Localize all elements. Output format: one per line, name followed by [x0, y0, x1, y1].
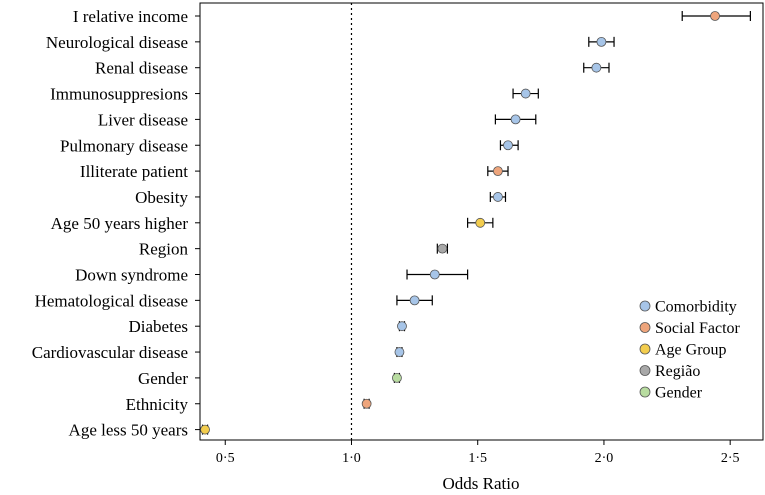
row-label: Pulmonary disease — [60, 136, 188, 155]
row-label: Region — [139, 240, 189, 259]
odds-ratio-point — [394, 347, 405, 357]
odds-ratio-point — [520, 88, 531, 99]
row: Immunosuppresions — [50, 85, 539, 104]
row-label: Gender — [138, 369, 188, 388]
legend-label: Comorbidity — [655, 299, 737, 316]
x-axis-title: Odds Ratio — [443, 474, 520, 493]
odds-ratio-point — [510, 114, 521, 125]
odds-ratio-point — [361, 398, 372, 409]
row: Obesity — [135, 188, 507, 207]
row: Region — [139, 240, 449, 259]
odds-ratio-point — [429, 269, 440, 280]
odds-ratio-point — [409, 295, 420, 306]
row-label: Liver disease — [98, 110, 188, 129]
row: Gender — [138, 369, 402, 388]
row-label: Renal disease — [95, 59, 188, 78]
row-label: Cardiovascular disease — [32, 343, 188, 362]
odds-ratio-point — [437, 243, 448, 254]
x-tick-label: 1·5 — [468, 451, 487, 466]
x-tick-label: 0·5 — [216, 451, 235, 466]
odds-ratio-point — [591, 62, 602, 73]
legend-swatch — [639, 322, 651, 333]
row-label: Immunosuppresions — [50, 85, 188, 104]
row-label: Diabetes — [129, 317, 188, 336]
row-label: Age less 50 years — [69, 421, 188, 440]
row: Ethnicity — [126, 395, 372, 414]
odds-ratio-point — [200, 424, 210, 435]
legend: Comorbidity Social Factor Age Group Região G… — [639, 299, 741, 402]
row: Neurological disease — [46, 33, 615, 52]
row-label: Age 50 years higher — [51, 214, 189, 233]
row-label: Illiterate patient — [80, 162, 188, 181]
legend-swatch — [639, 386, 651, 398]
row: I relative income — [73, 7, 751, 26]
data-rows: I relative income Neurological disease Ren… — [32, 7, 751, 440]
row: Renal disease — [95, 59, 610, 78]
legend-label: Social Factor — [655, 320, 741, 337]
row: Diabetes — [129, 317, 407, 336]
legend-entry: Age Group — [639, 342, 727, 359]
legend-label: Região — [655, 363, 700, 380]
legend-entry: Comorbidity — [639, 299, 737, 316]
row-label: I relative income — [73, 7, 188, 26]
row-label: Neurological disease — [46, 33, 188, 52]
x-tick-label: 1·0 — [342, 451, 361, 466]
row: Liver disease — [98, 110, 537, 129]
legend-entry: Social Factor — [639, 320, 741, 337]
row: Age less 50 years — [69, 421, 210, 440]
row: Pulmonary disease — [60, 136, 519, 155]
legend-label: Age Group — [655, 342, 727, 359]
row: Cardiovascular disease — [32, 343, 405, 362]
row-label: Down syndrome — [75, 266, 188, 285]
legend-swatch — [639, 343, 651, 355]
odds-ratio-point — [503, 140, 513, 151]
x-tick-label: 2·0 — [595, 451, 614, 466]
odds-ratio-point — [710, 11, 720, 21]
legend-swatch — [639, 300, 651, 312]
x-tick-label: 2·5 — [721, 451, 740, 466]
row: Age 50 years higher — [51, 214, 494, 233]
row: Down syndrome — [75, 266, 469, 285]
row: Hematological disease — [35, 291, 433, 310]
legend-entry: Região — [639, 363, 700, 380]
odds-ratio-point — [397, 321, 407, 332]
odds-ratio-point — [392, 372, 402, 383]
row-label: Hematological disease — [35, 291, 188, 310]
row: Illiterate patient — [80, 162, 509, 181]
odds-ratio-point — [493, 166, 503, 177]
legend-swatch — [639, 365, 651, 376]
legend-label: Gender — [655, 385, 703, 402]
plot-frame — [199, 2, 764, 441]
odds-ratio-point — [475, 217, 486, 228]
row-label: Obesity — [135, 188, 188, 207]
odds-ratio-point — [493, 192, 503, 202]
x-axis-ticks: 0·5 1·0 1·5 2·0 2·5 — [216, 440, 740, 466]
row-label: Ethnicity — [126, 395, 189, 414]
odds-ratio-point — [596, 36, 607, 47]
legend-entry: Gender — [639, 385, 703, 402]
